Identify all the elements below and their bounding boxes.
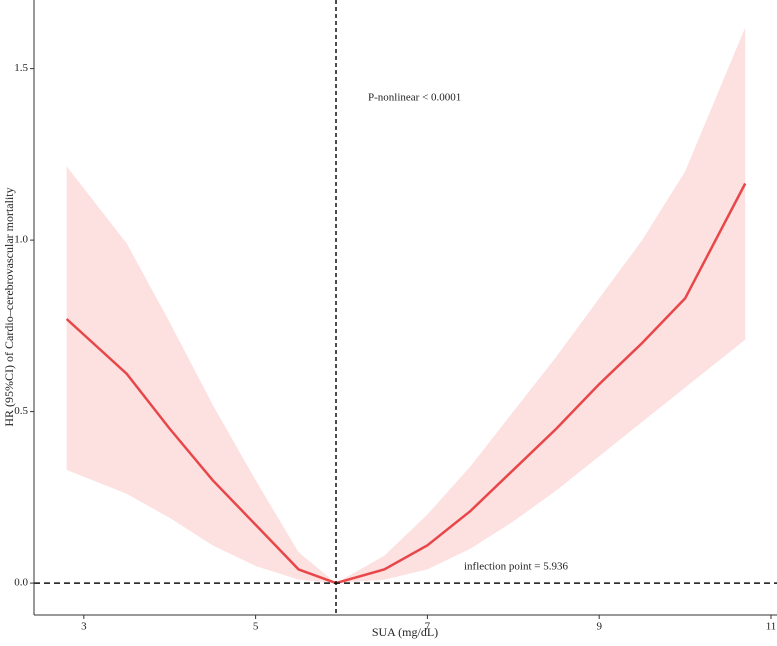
x-axis-label: SUA (mg/dL) xyxy=(372,625,438,639)
x-tick-label: 11 xyxy=(766,621,777,633)
annotation: P-nonlinear < 0.0001 xyxy=(368,92,461,104)
y-axis-label: HR (95%CI) of Cardio–cerebrovascular mor… xyxy=(2,187,16,426)
y-tick-label: 0.0 xyxy=(14,577,28,589)
y-tick-label: 0.5 xyxy=(14,405,28,417)
ci-band xyxy=(66,27,746,584)
x-tick-label: 3 xyxy=(81,621,87,633)
y-tick-label: 1.0 xyxy=(14,234,28,246)
x-tick-label: 7 xyxy=(425,621,431,633)
hr-line xyxy=(65,182,747,585)
x-tick-label: 5 xyxy=(253,621,259,633)
inflection-label: inflection point = 5.936 xyxy=(464,561,568,573)
y-tick-label: 1.5 xyxy=(14,62,28,74)
x-tick-label: 9 xyxy=(596,621,602,633)
